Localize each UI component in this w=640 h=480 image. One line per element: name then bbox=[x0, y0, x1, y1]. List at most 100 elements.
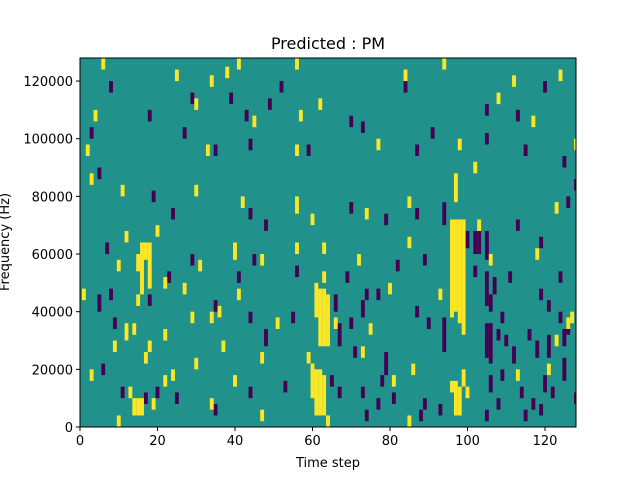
low-value-cell bbox=[527, 328, 532, 341]
high-value-cell bbox=[322, 375, 327, 416]
low-value-cell bbox=[566, 196, 571, 208]
high-value-cell bbox=[554, 202, 559, 214]
high-value-cell bbox=[205, 144, 210, 157]
low-value-cell bbox=[213, 144, 218, 157]
low-value-cell bbox=[391, 392, 396, 404]
low-value-cell bbox=[473, 230, 478, 255]
high-value-cell bbox=[236, 58, 241, 70]
low-value-cell bbox=[97, 294, 102, 312]
low-value-cell bbox=[395, 259, 400, 272]
low-value-cell bbox=[360, 386, 365, 399]
high-value-cell bbox=[155, 225, 160, 237]
high-value-cell bbox=[326, 415, 330, 427]
low-value-cell bbox=[190, 254, 195, 266]
high-value-cell bbox=[252, 115, 257, 128]
low-value-cell bbox=[415, 207, 420, 220]
low-value-cell bbox=[515, 219, 520, 231]
high-value-cell bbox=[209, 398, 214, 410]
low-value-cell bbox=[295, 265, 299, 278]
high-value-cell bbox=[306, 352, 311, 364]
high-value-cell bbox=[461, 369, 466, 387]
high-value-cell bbox=[194, 357, 199, 370]
x-tick-label: 20 bbox=[149, 434, 166, 449]
high-value-cell bbox=[473, 161, 478, 174]
low-value-cell bbox=[229, 92, 234, 105]
high-value-cell bbox=[240, 196, 245, 208]
high-value-cell bbox=[391, 375, 396, 387]
low-value-cell bbox=[264, 219, 268, 231]
low-value-cell bbox=[403, 81, 408, 93]
x-axis-label: Time step bbox=[295, 456, 360, 471]
high-value-cell bbox=[136, 398, 141, 416]
high-value-cell bbox=[360, 346, 365, 358]
y-tick-label: 20000 bbox=[32, 363, 73, 378]
high-value-cell bbox=[163, 277, 168, 289]
low-value-cell bbox=[213, 300, 218, 312]
high-value-cell bbox=[314, 369, 319, 416]
low-value-cell bbox=[89, 127, 94, 139]
high-value-cell bbox=[496, 92, 501, 105]
low-value-cell bbox=[376, 288, 381, 301]
low-value-cell bbox=[155, 386, 160, 399]
high-value-cell bbox=[535, 248, 540, 260]
low-value-cell bbox=[364, 288, 369, 301]
high-value-cell bbox=[198, 259, 203, 272]
low-value-cell bbox=[97, 167, 102, 180]
low-value-cell bbox=[562, 156, 567, 168]
high-value-cell bbox=[310, 213, 315, 226]
low-value-cell bbox=[264, 328, 268, 347]
low-value-cell bbox=[333, 294, 338, 312]
high-value-cell bbox=[143, 242, 148, 260]
high-value-cell bbox=[221, 340, 226, 353]
low-value-cell bbox=[484, 132, 489, 145]
x-tick-label: 0 bbox=[76, 434, 84, 449]
plot-frame bbox=[79, 57, 577, 428]
low-value-cell bbox=[143, 392, 148, 404]
high-value-cell bbox=[364, 207, 369, 220]
high-value-cell bbox=[143, 352, 148, 364]
high-value-cell bbox=[163, 375, 168, 387]
high-value-cell bbox=[116, 259, 121, 272]
high-value-cell bbox=[376, 138, 381, 151]
high-value-cell bbox=[147, 242, 152, 289]
low-value-cell bbox=[283, 380, 288, 393]
low-value-cell bbox=[426, 317, 431, 329]
chart-title: Predicted : PM bbox=[271, 34, 385, 53]
high-value-cell bbox=[488, 254, 493, 266]
low-value-cell bbox=[248, 386, 253, 399]
y-tick-label: 60000 bbox=[32, 248, 73, 263]
high-value-cell bbox=[403, 69, 408, 82]
high-value-cell bbox=[453, 173, 458, 203]
high-value-cell bbox=[209, 311, 214, 324]
low-value-cell bbox=[306, 144, 311, 157]
high-value-cell bbox=[140, 242, 144, 295]
high-value-cell bbox=[236, 288, 241, 301]
high-value-cell bbox=[151, 398, 156, 410]
low-value-cell bbox=[442, 317, 447, 353]
high-value-cell bbox=[81, 288, 86, 301]
low-value-cell bbox=[360, 300, 365, 318]
y-tick-label: 0 bbox=[65, 421, 73, 436]
low-value-cell bbox=[147, 294, 152, 306]
low-value-cell bbox=[384, 352, 389, 376]
low-value-cell bbox=[248, 138, 253, 151]
low-value-cell bbox=[337, 386, 342, 399]
high-value-cell bbox=[453, 219, 458, 312]
low-value-cell bbox=[419, 409, 423, 422]
low-value-cell bbox=[438, 403, 443, 416]
high-value-cell bbox=[124, 323, 129, 341]
high-value-cell bbox=[442, 58, 447, 70]
high-value-cell bbox=[233, 375, 237, 387]
low-value-cell bbox=[500, 369, 505, 381]
high-value-cell bbox=[310, 363, 315, 399]
low-value-cell bbox=[415, 305, 420, 318]
high-value-cell bbox=[407, 196, 412, 208]
x-tick-label: 40 bbox=[227, 434, 244, 449]
high-value-cell bbox=[457, 219, 462, 324]
y-axis: 0 20000 40000 60000 80000 100000 120000 bbox=[23, 75, 80, 436]
high-value-cell bbox=[136, 294, 141, 306]
high-value-cell bbox=[85, 144, 90, 157]
high-value-cell bbox=[357, 254, 361, 266]
high-value-cell bbox=[163, 328, 168, 341]
